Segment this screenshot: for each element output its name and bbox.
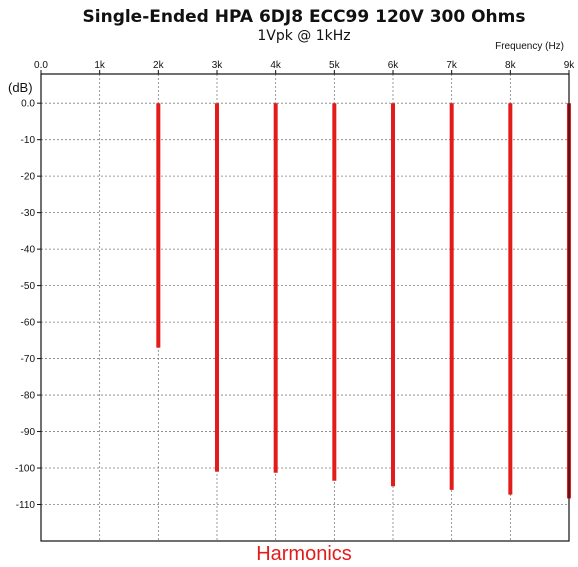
x-tick-layer: 0.0 1k 2k 3k 4k 5k 6k 7k 8k 9k [34,60,575,74]
y-tick-label: -110 [16,500,36,511]
x-tick-label: 7k [446,60,458,71]
chart-caption: Harmonics [256,543,352,565]
y-tick-layer: 0.0 -10 -20 -30 -40 -50 -60 -70 -80 -90 -100 -110 [15,99,41,511]
x-tick-label: 6k [388,60,400,71]
x-tick-label: 2k [153,60,165,71]
x-tick-label: 4k [270,60,282,71]
y-tick-label: -90 [21,427,36,438]
y-tick-label: -20 [21,172,36,183]
y-axis-label: (dB) [8,80,33,95]
y-tick-label: -80 [21,391,36,402]
y-tick-label: -70 [21,354,36,365]
y-tick-label: 0.0 [21,99,35,110]
x-tick-label: 3k [212,60,224,71]
x-axis-label: Frequency (Hz) [495,41,564,52]
x-tick-label: 0.0 [34,60,48,71]
x-tick-label: 1k [94,60,106,71]
x-tick-label: 9k [564,60,576,71]
chart-title: Single-Ended HPA 6DJ8 ECC99 120V 300 Ohm… [83,7,526,27]
bar-layer [156,103,571,499]
y-tick-label: -10 [21,135,36,146]
grid-layer [41,74,569,541]
y-tick-label: -30 [21,208,36,219]
x-tick-label: 8k [505,60,517,71]
y-tick-label: -50 [21,281,36,292]
y-tick-label: -100 [15,464,35,475]
x-tick-label: 5k [329,60,341,71]
chart-subtitle: 1Vpk @ 1kHz [257,28,350,44]
y-tick-label: -60 [21,318,36,329]
y-tick-label: -40 [21,245,36,256]
plot-area [40,73,570,542]
